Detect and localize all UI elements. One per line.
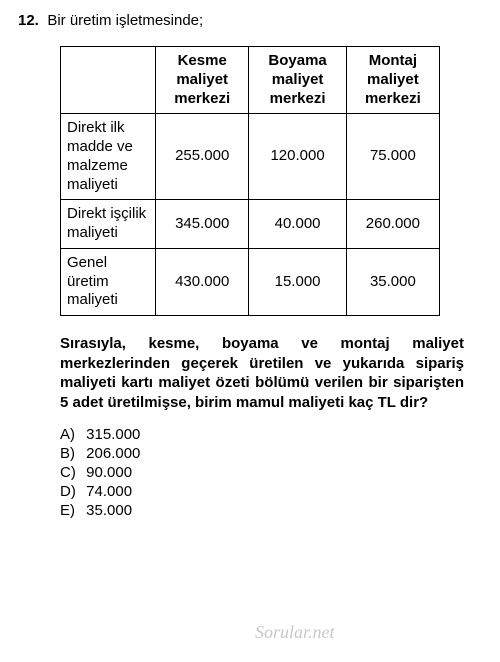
header-boyama: Boyama maliyet merkezi <box>249 47 346 114</box>
cell: 260.000 <box>346 200 439 249</box>
option-a: A) 315.000 <box>60 426 482 443</box>
question-page: 12. Bir üretim işletmesinde; Kesme maliy… <box>0 0 500 533</box>
cost-table: Kesme maliyet merkezi Boyama maliyet mer… <box>60 46 440 316</box>
table-row: Direkt işçilik maliyeti 345.000 40.000 2… <box>61 200 440 249</box>
option-text: 90.000 <box>86 464 132 481</box>
table-row: Direkt ilk madde ve malzeme maliyeti 255… <box>61 114 440 200</box>
header-montaj: Montaj maliyet merkezi <box>346 47 439 114</box>
cell: 430.000 <box>156 248 249 315</box>
option-c: C) 90.000 <box>60 464 482 481</box>
table-row: Genel üretim maliyeti 430.000 15.000 35.… <box>61 248 440 315</box>
option-letter: E) <box>60 502 82 519</box>
option-letter: B) <box>60 445 82 462</box>
header-empty <box>61 47 156 114</box>
option-b: B) 206.000 <box>60 445 482 462</box>
option-letter: A) <box>60 426 82 443</box>
option-d: D) 74.000 <box>60 483 482 500</box>
option-text: 315.000 <box>86 426 140 443</box>
cell: 255.000 <box>156 114 249 200</box>
header-kesme: Kesme maliyet merkezi <box>156 47 249 114</box>
option-letter: D) <box>60 483 82 500</box>
row-label: Direkt ilk madde ve malzeme maliyeti <box>61 114 156 200</box>
cell: 35.000 <box>346 248 439 315</box>
option-text: 206.000 <box>86 445 140 462</box>
option-text: 35.000 <box>86 502 132 519</box>
options-list: A) 315.000 B) 206.000 C) 90.000 D) 74.00… <box>60 426 482 519</box>
cell: 120.000 <box>249 114 346 200</box>
table-header-row: Kesme maliyet merkezi Boyama maliyet mer… <box>61 47 440 114</box>
cell: 75.000 <box>346 114 439 200</box>
option-text: 74.000 <box>86 483 132 500</box>
cell: 40.000 <box>249 200 346 249</box>
cell: 345.000 <box>156 200 249 249</box>
option-e: E) 35.000 <box>60 502 482 519</box>
row-label: Genel üretim maliyeti <box>61 248 156 315</box>
question-intro: Bir üretim işletmesinde; <box>47 12 203 29</box>
question-body: Sırasıyla, kesme, boyama ve montaj maliy… <box>60 334 464 412</box>
cost-table-wrap: Kesme maliyet merkezi Boyama maliyet mer… <box>60 46 482 316</box>
cell: 15.000 <box>249 248 346 315</box>
question-header: 12. Bir üretim işletmesinde; <box>18 12 482 30</box>
row-label: Direkt işçilik maliyeti <box>61 200 156 249</box>
watermark-text: Sorular.net <box>255 622 335 643</box>
question-number: 12. <box>18 12 39 29</box>
option-letter: C) <box>60 464 82 481</box>
